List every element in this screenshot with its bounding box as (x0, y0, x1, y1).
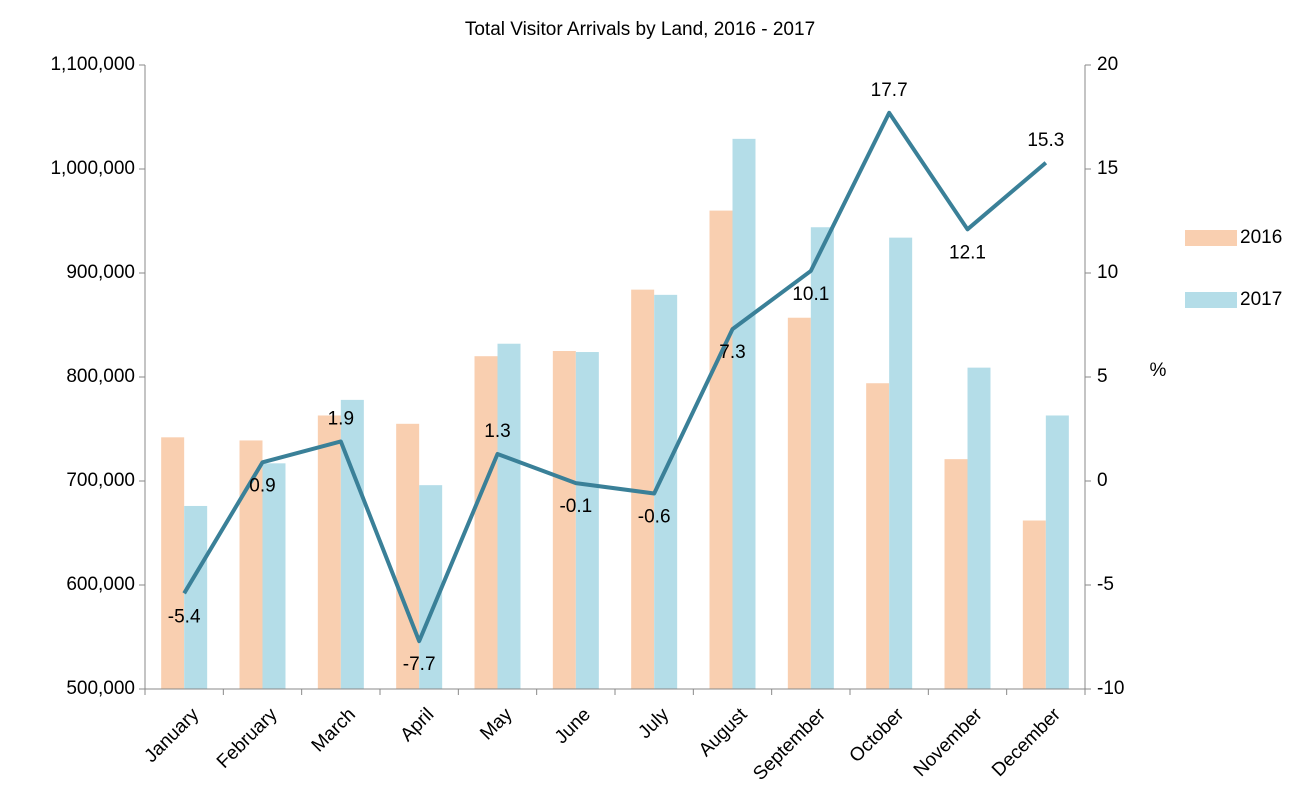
data-label: -7.7 (403, 654, 436, 675)
data-label: 1.9 (328, 408, 354, 429)
y-tick-label: 500,000 (66, 678, 135, 699)
x-tick-label: September (749, 704, 830, 785)
y-tick-label: 700,000 (66, 470, 135, 491)
legend-label: 2017 (1240, 289, 1282, 310)
data-label: 17.7 (871, 80, 908, 101)
y2-tick-label: 20 (1097, 54, 1118, 75)
data-label: 1.3 (484, 421, 510, 442)
bar (889, 237, 913, 689)
bar (317, 415, 341, 689)
bar (396, 423, 420, 689)
y2-tick-label: 5 (1097, 366, 1108, 387)
bar (732, 138, 756, 690)
data-label: 0.9 (249, 475, 275, 496)
bar (575, 352, 599, 689)
bar (810, 227, 834, 690)
x-tick-label: July (635, 704, 674, 743)
y2-axis-label: % (1150, 360, 1167, 381)
bar (967, 367, 991, 689)
y2-tick-label: -5 (1097, 574, 1114, 595)
bar (654, 294, 678, 689)
y-tick-label: 800,000 (66, 366, 135, 387)
y2-tick-label: 0 (1097, 470, 1108, 491)
data-label: -5.4 (168, 606, 201, 627)
data-label: -0.1 (559, 496, 592, 517)
y-tick-label: 600,000 (66, 574, 135, 595)
bar (340, 399, 364, 689)
data-label: -0.6 (638, 506, 671, 527)
bar (239, 440, 263, 689)
x-tick-label: November (910, 704, 987, 781)
bar (1045, 415, 1069, 689)
bar (631, 289, 655, 689)
bar (161, 437, 185, 689)
bar (497, 343, 521, 689)
bar (1022, 520, 1046, 689)
chart-title: Total Visitor Arrivals by Land, 2016 - 2… (465, 19, 815, 40)
legend-swatch (1185, 230, 1237, 246)
bar (787, 317, 811, 689)
bar (262, 463, 286, 689)
x-tick-label: August (695, 704, 752, 761)
bar (944, 459, 968, 689)
y-tick-label: 1,100,000 (50, 54, 135, 75)
data-label: 10.1 (792, 284, 829, 305)
y2-tick-label: 15 (1097, 158, 1118, 179)
bar (866, 383, 890, 689)
data-label: 15.3 (1027, 130, 1064, 151)
legend-swatch (1185, 292, 1237, 308)
x-tick-label: October (846, 704, 909, 767)
y-tick-label: 1,000,000 (50, 158, 135, 179)
bar (709, 210, 733, 689)
x-tick-label: January (141, 704, 204, 767)
x-tick-label: February (213, 704, 282, 773)
y2-tick-label: 10 (1097, 262, 1118, 283)
bar (474, 356, 498, 689)
y-tick-label: 900,000 (66, 262, 135, 283)
x-tick-label: April (397, 704, 439, 746)
x-tick-label: June (551, 704, 595, 748)
x-tick-label: December (988, 704, 1065, 781)
bar (419, 485, 443, 689)
bar (552, 351, 576, 689)
y2-tick-label: -10 (1097, 678, 1124, 699)
x-tick-label: May (476, 704, 517, 745)
line (182, 110, 1048, 644)
legend-label: 2016 (1240, 227, 1282, 248)
x-tick-label: March (308, 704, 360, 756)
data-label: 12.1 (949, 242, 986, 263)
bar (184, 505, 208, 689)
data-label: 7.3 (719, 342, 745, 363)
